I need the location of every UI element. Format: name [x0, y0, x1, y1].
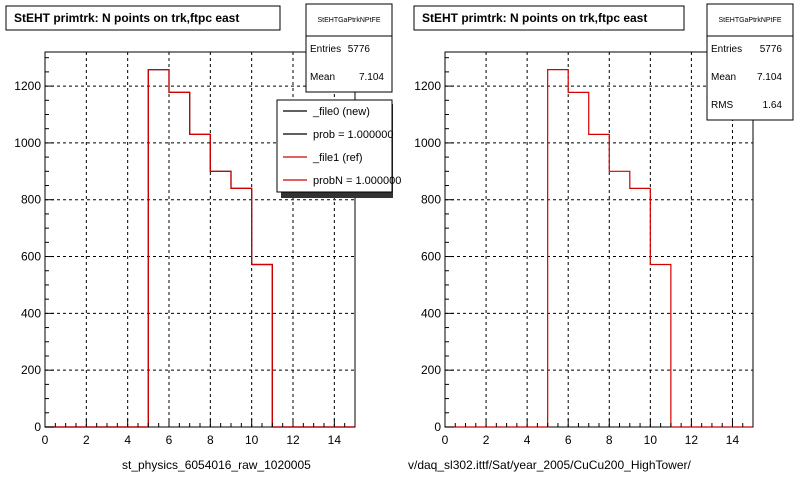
right-y-tick-label: 0 [434, 420, 441, 434]
left-y-tick-label: 800 [21, 193, 41, 207]
stats-rms-value-right: 1.64 [763, 100, 783, 111]
stats-mean-label-right: Mean [711, 72, 736, 83]
chart-title-left: StEHT primtrk: N points on trk,ftpc east [14, 11, 239, 25]
stats-box-right [706, 3, 794, 121]
left-x-tick-label: 4 [124, 433, 131, 447]
stats-entries-value-left: 5776 [348, 44, 371, 55]
right-x-tick-label: 0 [442, 433, 449, 447]
right-x-tick-label: 2 [483, 433, 490, 447]
series-left [45, 69, 355, 428]
legend-label: probN = 1.000000 [313, 175, 401, 187]
left-y-tick-label: 1000 [14, 136, 41, 150]
right-y-tick-label: 200 [421, 363, 441, 377]
legend-label: _file0 (new) [312, 106, 370, 118]
left-y-tick-label: 0 [34, 420, 41, 434]
stats-name-left: StEHTGaPtrkNPtFE [317, 17, 380, 24]
right-y-tick-label: 800 [421, 193, 441, 207]
series-right [445, 69, 753, 428]
title-box-left [5, 5, 281, 31]
title-box-right [413, 5, 685, 31]
stats-mean-label-left: Mean [310, 72, 335, 83]
stats-mean-value-right: 7.104 [757, 72, 782, 83]
right-x-tick-label: 14 [726, 433, 740, 447]
stats-rms-label-right: RMS [711, 100, 734, 111]
right-y-tick-label: 1000 [414, 136, 441, 150]
x-axis-label-right: v/daq_sl302.ittf/Sat/year_2005/CuCu200_H… [408, 458, 692, 472]
x-axis-label-left: st_physics_6054016_raw_1020005 [122, 458, 311, 472]
left-x-tick-label: 14 [328, 433, 342, 447]
legend-label: prob = 1.000000 [313, 129, 393, 141]
chart-title-right: StEHT primtrk: N points on trk,ftpc east [422, 11, 647, 25]
right-y-tick-label: 400 [421, 306, 441, 320]
right-y-tick-label: 600 [421, 250, 441, 264]
stats-entries-label-left: Entries [310, 44, 341, 55]
left-y-tick-label: 200 [21, 363, 41, 377]
right-y-tick-label: 1200 [414, 79, 441, 93]
left-x-tick-label: 12 [286, 433, 300, 447]
axes-right: 0 2 4 6 8 10 12 14 0 200 400 600 800 1000 1200 [414, 57, 754, 447]
left-x-tick-label: 6 [166, 433, 173, 447]
right-x-tick-label: 6 [565, 433, 572, 447]
right-x-tick-label: 4 [524, 433, 531, 447]
right-x-tick-label: 8 [606, 433, 613, 447]
left-y-tick-label: 1200 [14, 79, 41, 93]
right-x-tick-label: 12 [685, 433, 699, 447]
axes-left: 0 2 4 6 8 10 12 14 0 200 400 600 800 1000 1200 [14, 57, 356, 447]
stats-mean-value-left: 7.104 [359, 72, 384, 83]
panel-left: 0 2 4 6 8 10 12 14 0 200 400 600 800 1000 1200 StEHT p… [5, 3, 401, 472]
stats-entries-value-right: 5776 [760, 44, 783, 55]
left-y-tick-label: 400 [21, 306, 41, 320]
legend-box [276, 99, 393, 193]
left-x-tick-label: 2 [83, 433, 90, 447]
stats-name-right: StEHTGaPtrkNPtFE [718, 17, 781, 24]
legend-label: _file1 (ref) [312, 152, 363, 164]
stats-entries-label-right: Entries [711, 44, 742, 55]
left-x-tick-label: 0 [42, 433, 49, 447]
left-y-tick-label: 600 [21, 250, 41, 264]
left-x-tick-label: 10 [245, 433, 259, 447]
left-x-tick-label: 8 [207, 433, 214, 447]
right-x-tick-label: 10 [644, 433, 658, 447]
legend: _file0 (new) prob = 1.000000 _file1 (ref) p… [283, 106, 401, 187]
left-series-1-line [45, 69, 355, 428]
plot-frame-right [444, 51, 754, 428]
stats-box-left [305, 3, 393, 93]
panel-right: 0 2 4 6 8 10 12 14 0 200 400 600 800 1000 1200 StEHT p… [408, 3, 794, 472]
right-series-0-line [445, 69, 753, 428]
